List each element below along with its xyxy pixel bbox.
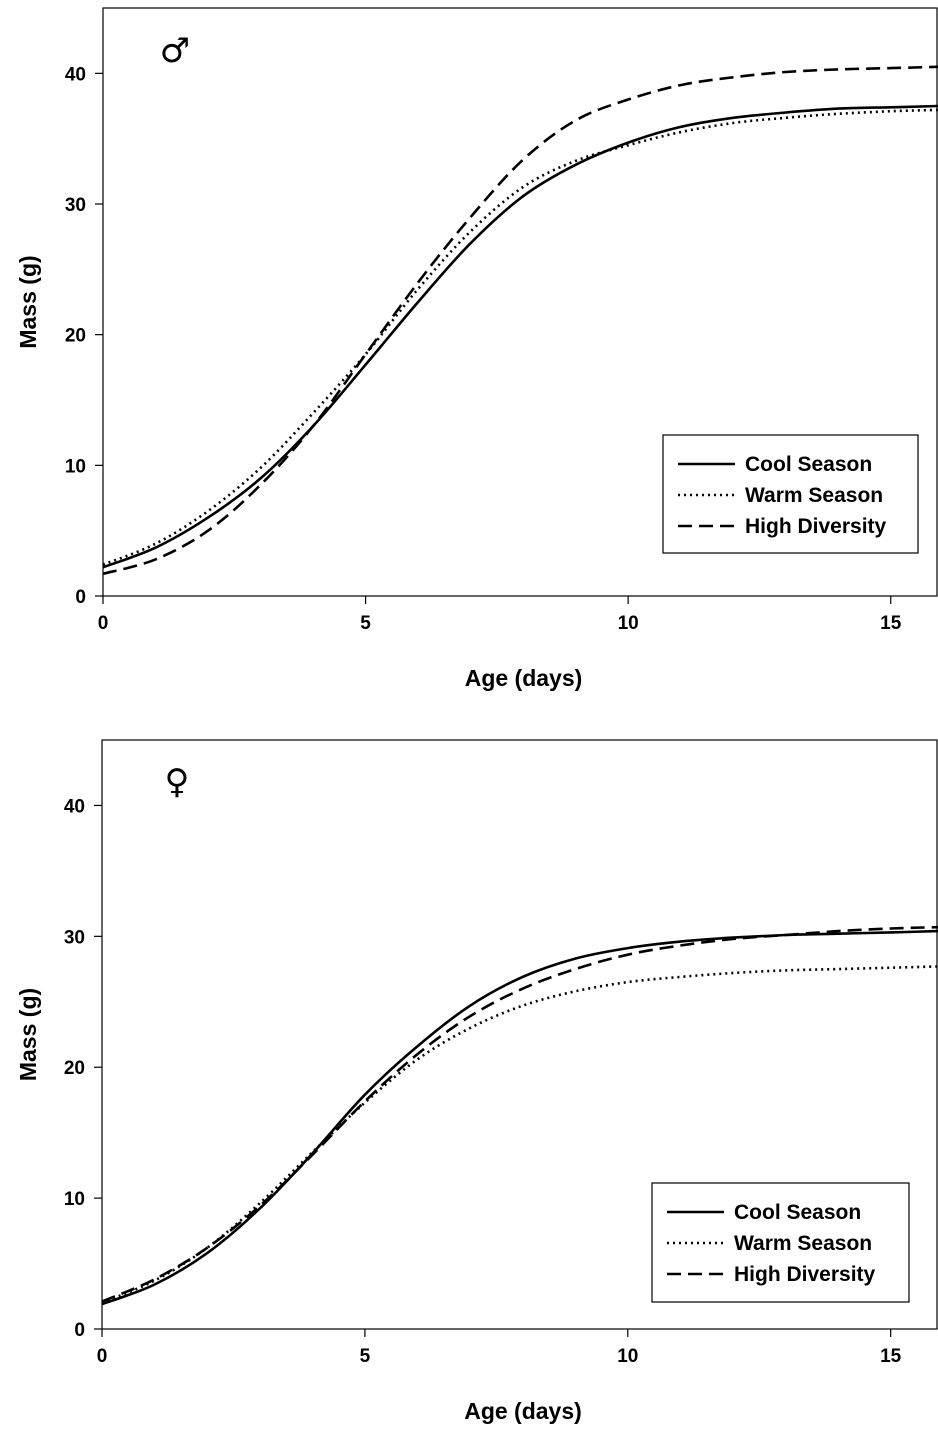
legend-label: Warm Season (745, 484, 883, 507)
legend-box (651, 1182, 910, 1303)
legend-label: Cool Season (734, 1201, 861, 1224)
x-tick-label: 0 (98, 613, 109, 634)
y-tick-label: 40 (64, 796, 85, 817)
x-axis-label: Age (days) (465, 665, 583, 691)
y-tick-label: 20 (65, 326, 86, 347)
y-tick-label: 10 (65, 456, 86, 477)
series-line-high-diversity (102, 65, 938, 576)
y-tick-label: 0 (75, 587, 86, 608)
plot-frame (102, 7, 938, 597)
x-tick-label: 10 (618, 613, 639, 634)
legend-box (662, 434, 919, 554)
legend-label: Cool Season (745, 453, 872, 476)
x-tick-label: 15 (880, 613, 902, 634)
y-axis-label: Mass (g) (15, 255, 41, 348)
y-tick-label: 40 (65, 64, 86, 85)
y-tick-label: 30 (64, 927, 85, 948)
y-tick-label: 0 (74, 1320, 85, 1341)
chart-panel-male: 0 5 10 15 0 10 20 30 40 Age (days) Mass (g) ♂ Cool S… (15, 7, 938, 691)
legend-label: Warm Season (734, 1232, 872, 1255)
x-tick-label: 0 (97, 1346, 108, 1367)
y-tick-label: 20 (64, 1058, 85, 1079)
legend: Cool Season Warm Season High Diversity (662, 434, 919, 554)
x-tick-label: 10 (617, 1346, 638, 1367)
legend-label: High Diversity (734, 1263, 876, 1286)
x-tick-label: 15 (880, 1346, 902, 1367)
x-tick-label: 5 (360, 1346, 371, 1367)
plot-frame (101, 739, 938, 1330)
chart-panel-female: 0 5 10 15 0 10 20 30 40 Age (days) Mass (g) ♀ Cool S… (15, 739, 938, 1424)
sex-symbol: ♂ (160, 31, 190, 71)
legend-label: High Diversity (745, 515, 887, 538)
y-tick-label: 10 (64, 1189, 85, 1210)
x-tick-label: 5 (360, 613, 371, 634)
series-line-high-diversity (101, 925, 938, 1303)
y-tick-label: 30 (65, 195, 86, 216)
x-axis-label: Age (days) (464, 1398, 582, 1424)
series-line-cool-season (102, 104, 938, 569)
legend: Cool Season Warm Season High Diversity (651, 1182, 910, 1303)
sex-symbol: ♀ (165, 762, 190, 802)
y-axis-label: Mass (g) (15, 988, 41, 1081)
series-line-warm-season (102, 108, 938, 566)
